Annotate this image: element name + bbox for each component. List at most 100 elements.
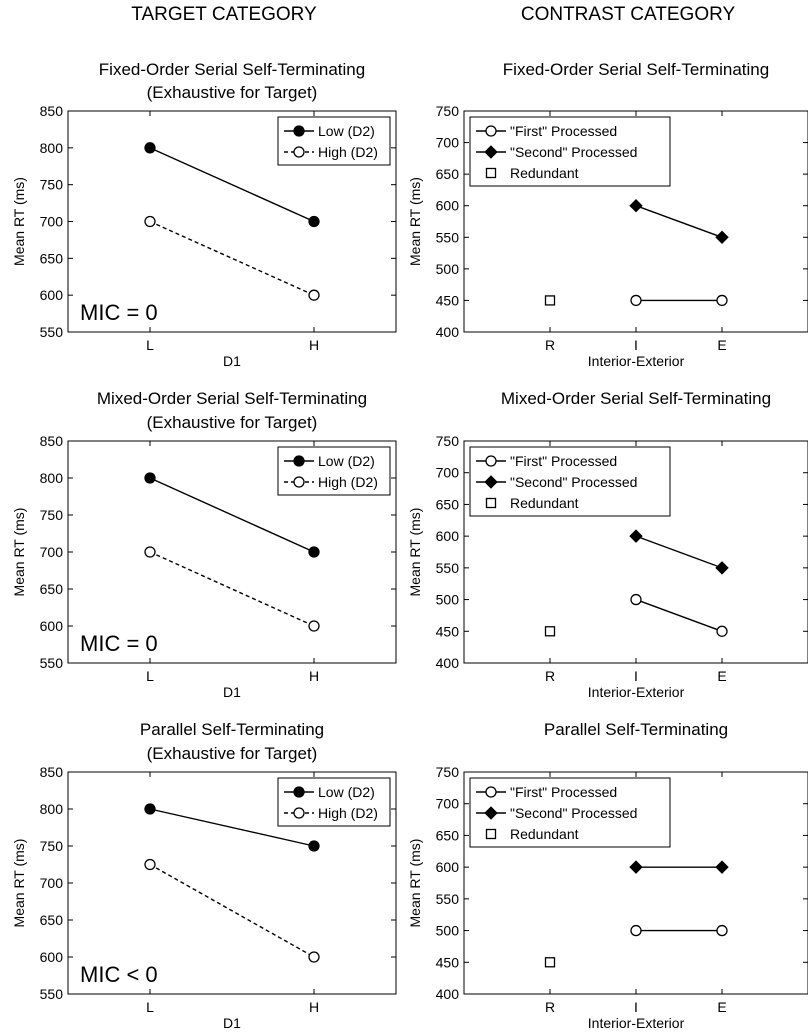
y-tick-label: 850	[40, 764, 64, 780]
data-point	[144, 803, 156, 815]
y-tick-label: 800	[40, 801, 64, 817]
y-tick-label: 600	[436, 198, 460, 214]
x-axis-label: Interior-Exterior	[588, 353, 685, 369]
chart-title: Fixed-Order Serial Self-Terminating	[503, 60, 769, 79]
chart-subtitle: (Exhaustive for Target)	[147, 744, 318, 763]
y-tick-label: 700	[40, 214, 64, 230]
y-axis-label: Mean RT (ms)	[11, 839, 27, 928]
x-axis-label: D1	[223, 684, 241, 700]
x-tick-label: I	[634, 668, 638, 684]
series	[144, 142, 320, 228]
data-point	[308, 215, 320, 228]
legend-marker	[484, 806, 498, 820]
series	[144, 472, 320, 558]
legend-label: Low (D2)	[318, 453, 375, 469]
y-tick-label: 750	[436, 433, 460, 449]
legend-marker	[485, 828, 497, 840]
panel-left-1: Fixed-Order Serial Self-Terminating (Exha…	[11, 60, 397, 369]
data-point	[308, 289, 320, 301]
data-point	[715, 860, 729, 874]
y-tick-label: 650	[40, 581, 64, 597]
y-tick-label: 400	[436, 324, 460, 340]
y-tick-label: 400	[436, 986, 460, 1002]
x-tick-label: E	[717, 337, 726, 353]
data-point	[144, 142, 156, 154]
legend-marker	[293, 786, 305, 798]
y-tick-label: 850	[40, 103, 64, 119]
y-tick-label: 600	[40, 949, 64, 965]
y-axis-label: Mean RT (ms)	[407, 177, 423, 266]
y-tick-label: 600	[40, 287, 64, 303]
legend-label: Redundant	[510, 495, 579, 511]
y-tick-label: 400	[436, 655, 460, 671]
y-tick-label: 750	[40, 177, 64, 193]
legend-marker	[485, 497, 497, 509]
chart-title: Mixed-Order Serial Self-Terminating	[97, 389, 367, 408]
legend-marker	[485, 455, 497, 467]
series	[544, 295, 556, 306]
y-tick-label: 650	[436, 166, 460, 182]
legend-marker	[485, 167, 497, 179]
data-point	[308, 840, 320, 852]
y-tick-label: 750	[436, 103, 460, 119]
y-tick-label: 600	[40, 618, 64, 634]
series	[629, 199, 729, 244]
series-line	[149, 551, 315, 627]
data-point	[716, 625, 728, 637]
data-point	[630, 924, 642, 937]
y-axis-label: Mean RT (ms)	[11, 177, 27, 266]
x-axis-label: Interior-Exterior	[588, 1015, 685, 1031]
y-tick-label: 750	[40, 507, 64, 523]
series	[630, 593, 728, 637]
series-line	[149, 147, 315, 223]
data-point	[629, 199, 643, 213]
legend-label: High (D2)	[318, 805, 378, 821]
y-tick-label: 550	[436, 229, 460, 245]
legend-label: "First" Processed	[510, 784, 617, 800]
y-tick-label: 700	[436, 465, 460, 481]
x-tick-label: R	[545, 337, 555, 353]
y-tick-label: 800	[40, 470, 64, 486]
series-line	[149, 808, 315, 847]
x-tick-label: L	[146, 668, 154, 684]
data-point	[716, 924, 728, 937]
x-tick-label: R	[545, 999, 555, 1015]
data-point	[544, 957, 556, 968]
legend: Low (D2) High (D2)	[277, 116, 391, 166]
data-point	[630, 593, 642, 606]
series-line	[149, 863, 315, 958]
series	[630, 294, 728, 307]
data-point	[716, 294, 728, 307]
x-tick-label: H	[309, 999, 319, 1015]
x-tick-label: R	[545, 668, 555, 684]
y-tick-label: 550	[436, 891, 460, 907]
x-tick-label: I	[634, 337, 638, 353]
legend-marker	[484, 145, 498, 159]
legend: Low (D2) High (D2)	[277, 446, 391, 496]
legend: "First" Processed "Second" Processed Redun…	[469, 777, 671, 848]
y-tick-label: 450	[436, 623, 460, 639]
legend: Low (D2) High (D2)	[277, 777, 391, 827]
y-tick-label: 700	[436, 796, 460, 812]
legend-marker	[485, 125, 497, 137]
legend: "First" Processed "Second" Processed Redun…	[469, 116, 671, 187]
series	[144, 546, 320, 632]
y-tick-label: 500	[436, 923, 460, 939]
legend-label: "Second" Processed	[510, 144, 637, 160]
column-header-target: TARGET CATEGORY	[131, 4, 317, 25]
legend: "First" Processed "Second" Processed Redun…	[469, 446, 671, 517]
series	[544, 626, 556, 637]
chart-subtitle: (Exhaustive for Target)	[147, 413, 318, 432]
x-tick-label: L	[146, 999, 154, 1015]
x-axis-label: D1	[223, 1015, 241, 1031]
y-tick-label: 500	[436, 592, 460, 608]
data-point	[144, 472, 156, 484]
data-point	[630, 294, 642, 307]
series-line	[635, 535, 723, 569]
y-tick-label: 750	[436, 764, 460, 780]
panel-right-2: Mixed-Order Serial Self-Terminating 400 45…	[407, 389, 808, 700]
column-header-contrast: CONTRAST CATEGORY	[520, 4, 736, 25]
y-tick-label: 450	[436, 954, 460, 970]
y-tick-label: 450	[436, 292, 460, 308]
